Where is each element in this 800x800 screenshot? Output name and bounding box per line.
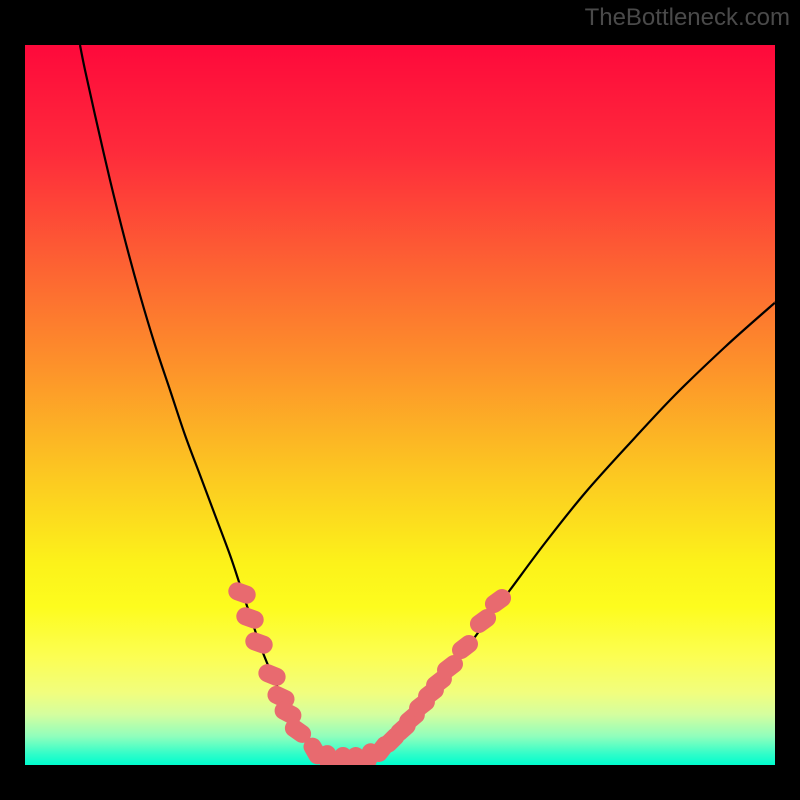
curve-markers (226, 580, 515, 765)
curve-marker (256, 661, 289, 688)
bottleneck-curve (80, 45, 775, 765)
curve-marker (234, 605, 266, 631)
watermark-text: TheBottleneck.com (585, 4, 790, 32)
plot-area (25, 45, 775, 765)
curve-marker (226, 580, 258, 606)
curve-marker (243, 630, 275, 656)
chart-frame: TheBottleneck.com (0, 0, 800, 800)
curve-layer (25, 45, 775, 765)
